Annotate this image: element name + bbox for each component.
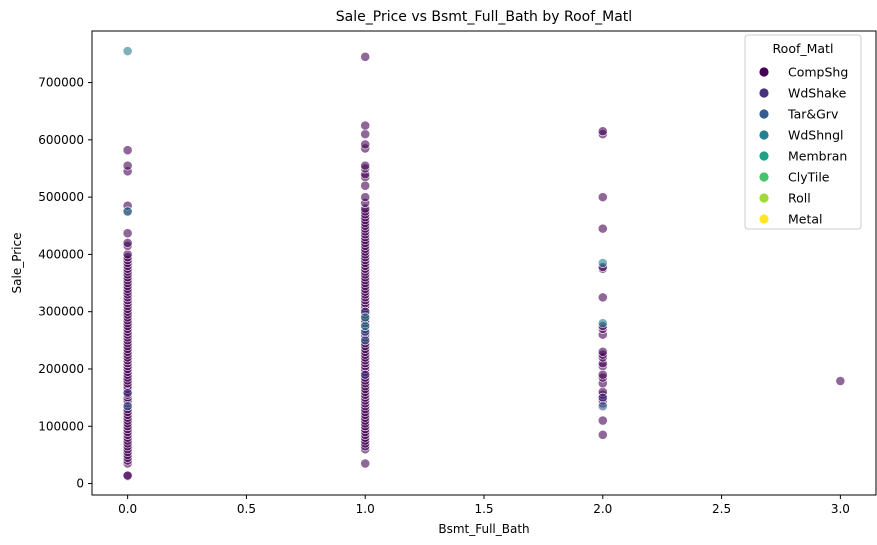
points-layer: [122, 46, 846, 481]
data-point-compshg-179: [360, 129, 371, 140]
legend: Roof_Matl CompShg WdShake Tar&Grv WdShngl Me…: [744, 34, 862, 230]
y-tick-label-6: 600000: [38, 133, 84, 147]
legend-marker-3: [759, 130, 769, 140]
data-point-compshg-196: [597, 346, 608, 357]
legend-label-7: Metal: [788, 212, 823, 227]
legend-marker-0: [759, 67, 769, 77]
y-tick-label-5: 500000: [38, 190, 84, 204]
legend-marker-1: [759, 88, 769, 98]
legend-marker-5: [759, 172, 769, 182]
data-point-compshg-182: [597, 429, 608, 440]
data-point-compshg-207: [835, 376, 846, 386]
legend-marker-2: [759, 109, 769, 119]
data-point-compshg-206: [597, 126, 608, 137]
y-tick-label-4: 400000: [38, 247, 84, 261]
legend-marker-4: [759, 151, 769, 161]
x-tick-label-5: 2.5: [712, 502, 731, 516]
data-point-compshg-77: [122, 238, 133, 248]
legend-marker-6: [759, 193, 769, 203]
y-tick-label-3: 300000: [38, 305, 84, 319]
x-tick-label-0: 0.0: [118, 502, 137, 516]
legend-label-5: ClyTile: [788, 170, 830, 185]
x-tick-label-2: 1.0: [356, 502, 375, 516]
y-tick-label-2: 200000: [38, 362, 84, 376]
data-point-compshg-78: [122, 228, 133, 239]
legend-label-0: CompShg: [788, 65, 848, 80]
data-point-compshg-183: [597, 415, 608, 426]
x-tick-label-3: 1.5: [474, 502, 493, 516]
y-axis: 0 100000 200000 300000 400000 500000 600000 700…: [38, 76, 92, 491]
legend-label-2: Tar&Grv: [787, 107, 839, 122]
legend-title: Roof_Matl: [773, 41, 834, 56]
y-axis-label: Sale_Price: [10, 233, 24, 294]
data-point-wdshake-3: [597, 392, 608, 403]
x-tick-label-1: 0.5: [237, 502, 256, 516]
data-point-wdshake-0: [122, 388, 133, 398]
data-point-compshg-181: [360, 51, 371, 62]
legend-marker-7: [759, 214, 769, 224]
data-point-compshg-203: [597, 223, 608, 234]
data-point-wdshake-1: [360, 369, 371, 380]
data-point-compshg-180: [360, 120, 371, 131]
data-point-compshg-75: [122, 249, 133, 260]
legend-label-3: WdShngl: [788, 128, 843, 143]
y-tick-label-7: 700000: [38, 76, 84, 90]
data-point-tar-grv-0: [122, 401, 133, 412]
data-point-compshg-171: [360, 192, 371, 203]
data-point-tar-grv-3: [597, 401, 608, 412]
legend-box: [744, 34, 862, 230]
data-point-compshg-84: [360, 458, 371, 469]
data-point-compshg-82: [122, 160, 133, 171]
data-point-wdshngl-3: [360, 312, 371, 323]
data-point-compshg-191: [597, 369, 608, 380]
data-point-compshg-176: [360, 160, 371, 171]
chart-title: Sale_Price vs Bsmt_Full_Bath by Roof_Mat…: [336, 9, 632, 25]
x-axis: 0.0 0.5 1.0 1.5 2.0 2.5 3.0: [118, 495, 850, 516]
data-point-wdshngl-5: [597, 318, 608, 329]
data-point-compshg-172: [360, 180, 371, 191]
legend-label-1: WdShake: [788, 86, 847, 101]
data-point-compshg-1: [122, 470, 133, 481]
data-point-compshg-83: [122, 145, 133, 156]
data-point-compshg-200: [597, 292, 608, 303]
data-point-wdshngl-2: [360, 321, 371, 331]
data-point-wdshngl-0: [122, 46, 133, 56]
data-point-wdshngl-1: [122, 206, 133, 217]
legend-entries: CompShg WdShake Tar&Grv WdShngl Membran ClyTi…: [759, 65, 848, 227]
x-axis-label: Bsmt_Full_Bath: [438, 522, 529, 536]
y-tick-label-0: 0: [76, 477, 84, 491]
data-point-tar-grv-1: [360, 335, 371, 346]
data-point-compshg-178: [360, 139, 371, 150]
data-point-compshg-204: [597, 192, 608, 203]
x-tick-label-6: 3.0: [831, 502, 850, 516]
data-point-wdshngl-4: [597, 258, 608, 268]
x-tick-label-4: 2.0: [593, 502, 612, 516]
y-tick-label-1: 100000: [38, 419, 84, 433]
legend-label-4: Membran: [788, 149, 847, 164]
legend-label-6: Roll: [788, 191, 811, 206]
